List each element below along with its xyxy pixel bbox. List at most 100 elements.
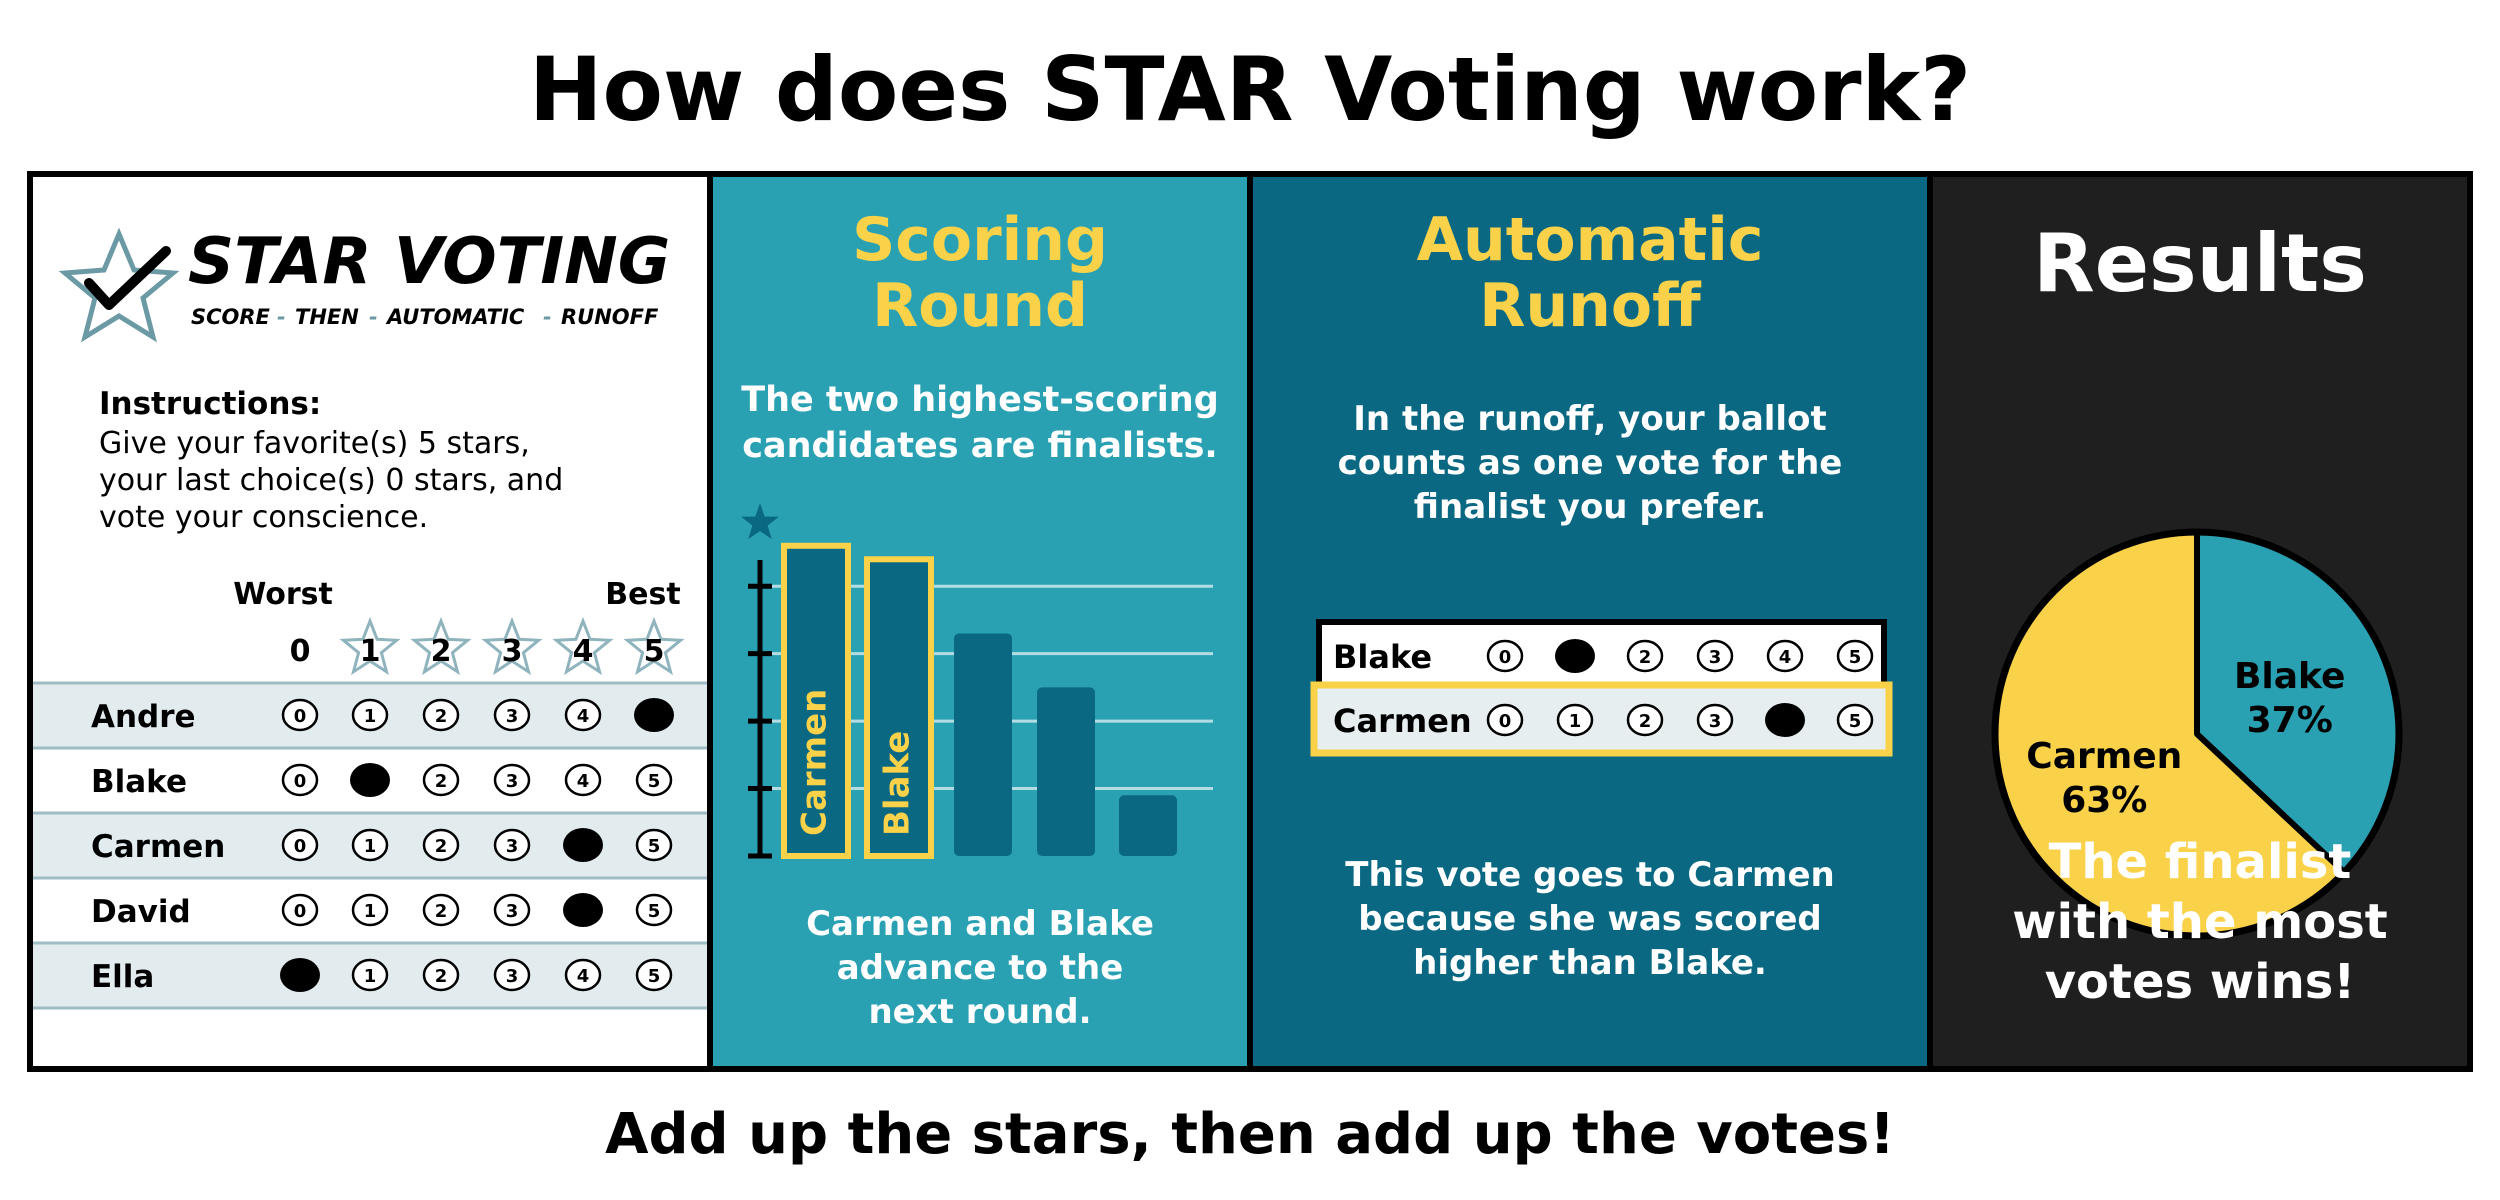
empty-bubble [422, 893, 460, 927]
empty-bubble [1766, 639, 1804, 673]
runoff-blake-score-bubble-0[interactable]: 0 [1486, 639, 1524, 673]
ballot-carmen-score-bubble-5[interactable]: 5 [635, 828, 673, 862]
runoff-carmen-score-bubble-1[interactable]: 1 [1556, 703, 1594, 737]
empty-bubble [351, 698, 389, 732]
ballot-david-score-bubble-1[interactable]: 1 [351, 893, 389, 927]
bubble-label: 3 [506, 706, 519, 727]
ballot-carmen-score-bubble-3[interactable]: 3 [493, 828, 531, 862]
ballot-carmen-score-bubble-2[interactable]: 2 [422, 828, 460, 862]
score-header-5: 5 [623, 616, 685, 676]
ballot-blake-score-bubble-3[interactable]: 3 [493, 763, 531, 797]
bubble-label: 3 [1709, 711, 1722, 732]
empty-bubble [422, 763, 460, 797]
score-header-label: 0 [290, 634, 311, 669]
empty-bubble [635, 763, 673, 797]
bar-label: Carmen [795, 689, 835, 836]
empty-bubble [493, 698, 531, 732]
ballot-andre-score-bubble-4[interactable]: 4 [564, 698, 602, 732]
empty-bubble [564, 698, 602, 732]
bubble-label: 0 [1499, 711, 1512, 732]
ballot-ella-score-bubble-3[interactable]: 3 [493, 958, 531, 992]
empty-bubble [1836, 703, 1874, 737]
runoff-blake-score-bubble-2[interactable]: 2 [1626, 639, 1664, 673]
empty-bubble [281, 698, 319, 732]
ballot-carmen-score-bubble-1[interactable]: 1 [351, 828, 389, 862]
empty-bubble [1486, 703, 1524, 737]
automatic-runoff-panel: Automatic Runoff In the runoff, your bal… [1253, 177, 1933, 1066]
ballot-blake-score-bubble-2[interactable]: 2 [422, 763, 460, 797]
ballot-andre-score-bubble-3[interactable]: 3 [493, 698, 531, 732]
ballot-blake-score-bubble-4[interactable]: 4 [564, 763, 602, 797]
candidate-name: Blake [1333, 638, 1432, 676]
logo-dash: - [543, 305, 552, 329]
ballot-andre-score-bubble-5[interactable] [634, 698, 674, 732]
ballot-blake-score-bubble-0[interactable]: 0 [281, 763, 319, 797]
logo-subtitle-automatic: AUTOMATIC [385, 305, 525, 329]
logo-dash: - [369, 305, 378, 329]
runoff-title-line: Automatic [1416, 205, 1764, 275]
ballot-carmen-score-bubble-0[interactable]: 0 [281, 828, 319, 862]
scoring-round-panel: Scoring Round The two highest-scoring ca… [713, 177, 1253, 1066]
ballot-ella-score-bubble-4[interactable]: 4 [564, 958, 602, 992]
runoff-outro-line: higher than Blake. [1413, 943, 1767, 983]
ballot-blake-score-bubble-1[interactable] [350, 763, 390, 797]
candidate-name: Carmen [91, 829, 225, 865]
score-header-label: 4 [573, 634, 594, 669]
runoff-carmen-score-bubble-5[interactable]: 5 [1836, 703, 1874, 737]
bubble-label: 1 [364, 966, 377, 987]
runoff-blake-score-bubble-3[interactable]: 3 [1696, 639, 1734, 673]
bubble-label: 3 [1709, 647, 1722, 668]
instructions-heading: Instructions: [99, 386, 321, 422]
runoff-row-blake: Blake 0 2 3 4 5 [1333, 638, 1874, 676]
ballot-david-score-bubble-2[interactable]: 2 [422, 893, 460, 927]
ballot-andre-score-bubble-0[interactable]: 0 [281, 698, 319, 732]
ballot-andre-score-bubble-2[interactable]: 2 [422, 698, 460, 732]
logo-dash: - [277, 305, 286, 329]
runoff-carmen-score-bubble-4[interactable] [1765, 703, 1805, 737]
runoff-blake-score-bubble-5[interactable]: 5 [1836, 639, 1874, 673]
runoff-intro-line: counts as one vote for the [1337, 443, 1843, 483]
results-title: Results [2033, 217, 2367, 310]
ballot-david-score-bubble-4[interactable] [563, 893, 603, 927]
empty-bubble [1626, 639, 1664, 673]
ballot-carmen-score-bubble-4[interactable] [563, 828, 603, 862]
slice-percent: 63% [2061, 780, 2147, 821]
ballot-ella-score-bubble-0[interactable] [280, 958, 320, 992]
slice-name: Carmen [2026, 736, 2182, 777]
worst-label: Worst [233, 577, 333, 612]
ballot-ella-score-bubble-2[interactable]: 2 [422, 958, 460, 992]
candidate-name: Carmen [1333, 702, 1472, 740]
pie-slices [1991, 528, 2403, 940]
ballot-david-score-bubble-3[interactable]: 3 [493, 893, 531, 927]
empty-bubble [1836, 639, 1874, 673]
bubble-label: 3 [506, 966, 519, 987]
ballot-blake-score-bubble-5[interactable]: 5 [635, 763, 673, 797]
runoff-blake-score-bubble-1[interactable] [1555, 639, 1595, 673]
ballot-david-score-bubble-5[interactable]: 5 [635, 893, 673, 927]
runoff-carmen-score-bubble-0[interactable]: 0 [1486, 703, 1524, 737]
runoff-carmen-score-bubble-3[interactable]: 3 [1696, 703, 1734, 737]
scoring-intro: The two highest-scoring candidates are f… [713, 377, 1247, 469]
empty-bubble [1696, 639, 1734, 673]
bubble-label: 1 [1569, 711, 1582, 732]
bar-candidate-5 [1119, 795, 1177, 856]
runoff-title: Automatic Runoff [1253, 207, 1927, 339]
empty-bubble [493, 893, 531, 927]
ballot-david-score-bubble-0[interactable]: 0 [281, 893, 319, 927]
ballot-ella-score-bubble-5[interactable]: 5 [635, 958, 673, 992]
empty-bubble [493, 958, 531, 992]
candidate-name: David [91, 894, 191, 930]
empty-bubble [493, 763, 531, 797]
results-outro: The finalist with the most votes wins! [1933, 832, 2467, 1012]
bubble-label: 0 [294, 836, 307, 857]
ballot-ella-score-bubble-1[interactable]: 1 [351, 958, 389, 992]
runoff-row-carmen: Carmen 0 1 2 3 5 [1310, 681, 1893, 757]
runoff-blake-score-bubble-4[interactable]: 4 [1766, 639, 1804, 673]
bubble-label: 3 [506, 836, 519, 857]
page-title: How does STAR Voting work? [528, 38, 1972, 141]
bubble-label: 0 [1499, 647, 1512, 668]
empty-bubble [1486, 639, 1524, 673]
ballot-andre-score-bubble-1[interactable]: 1 [351, 698, 389, 732]
runoff-carmen-score-bubble-2[interactable]: 2 [1626, 703, 1664, 737]
